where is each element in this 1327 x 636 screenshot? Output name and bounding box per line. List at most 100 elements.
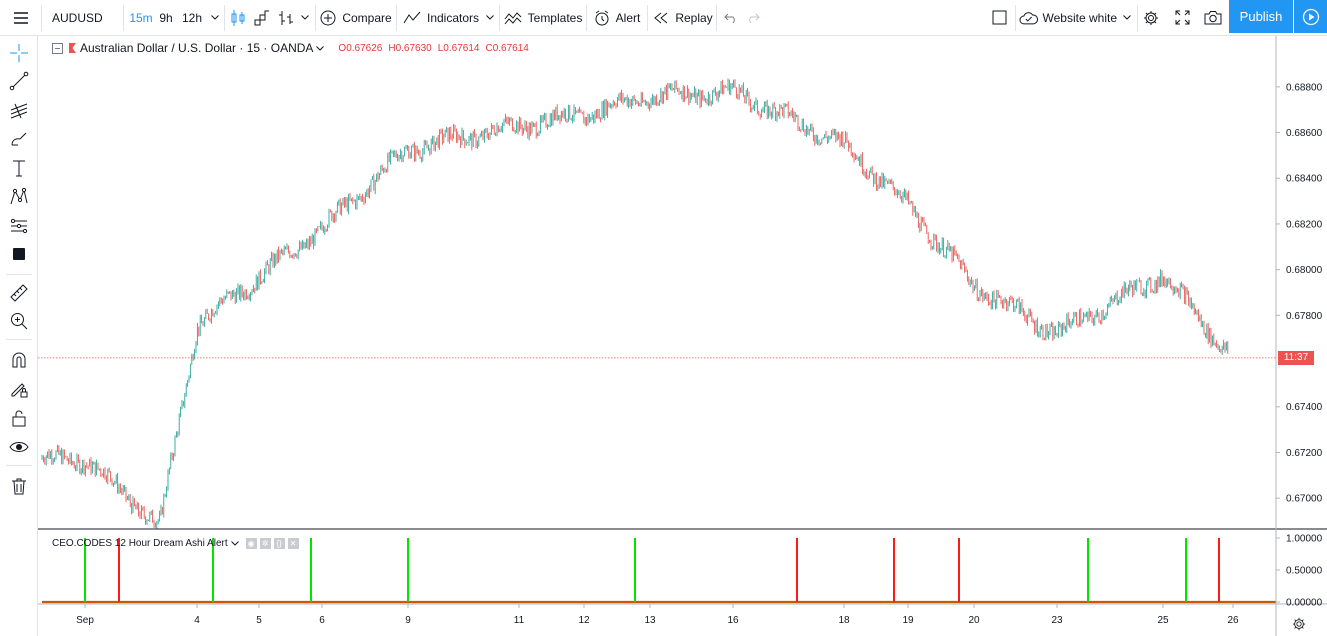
steps-icon <box>254 10 269 25</box>
collapse-icon[interactable] <box>52 42 63 54</box>
divider <box>6 465 32 466</box>
zoom-tool[interactable] <box>4 308 34 334</box>
text-icon <box>13 160 25 177</box>
gear-icon <box>1144 10 1158 25</box>
gear-icon <box>1292 617 1306 631</box>
candles-style-button[interactable] <box>227 0 249 35</box>
time-tick-label: 20 <box>968 615 980 626</box>
price-tick-label: 0.67200 <box>1286 448 1323 459</box>
indicators-button[interactable]: Indicators <box>400 0 482 35</box>
chevron-down-icon <box>211 15 219 20</box>
play-button[interactable] <box>1294 0 1327 33</box>
indicator-settings-gear-icon[interactable]: ✲ <box>259 538 271 549</box>
fullscreen-button[interactable] <box>1171 0 1193 35</box>
trend-line-tool[interactable] <box>4 68 34 94</box>
divider <box>6 339 32 340</box>
source-code-icon[interactable]: {} <box>273 538 285 549</box>
time-tick-label: 19 <box>902 615 914 626</box>
brush-tool[interactable] <box>4 126 34 152</box>
snapshot-button[interactable] <box>1201 0 1225 35</box>
remove-indicator-close-icon[interactable]: ✕ <box>287 538 299 549</box>
crosshair-icon <box>10 44 28 62</box>
bars-icon <box>279 10 293 25</box>
time-tick-label: 13 <box>644 615 656 626</box>
flag-icon <box>69 43 76 53</box>
chart-canvas[interactable]: 0.68800 0.68600 0.68400 0.68200 0.68000 0.678… <box>38 36 1327 636</box>
scale-settings-button[interactable] <box>1288 614 1310 634</box>
undo-button[interactable] <box>720 0 742 35</box>
divider <box>41 5 42 31</box>
divider <box>315 5 316 31</box>
magnet-tool[interactable] <box>4 347 34 373</box>
undo-icon <box>724 13 735 23</box>
menu-button[interactable] <box>6 0 36 35</box>
time-tick-label: 5 <box>256 615 262 626</box>
divider <box>499 5 500 31</box>
time-tick-label: 12 <box>578 615 590 626</box>
crosshair-tool[interactable] <box>4 40 34 66</box>
indicator-tick-label: 1.00000 <box>1286 534 1323 545</box>
alert-button[interactable]: Alert <box>590 0 644 35</box>
visibility-eye-icon[interactable]: ◉ <box>245 538 257 549</box>
interval-9h[interactable]: 9h <box>159 10 173 25</box>
time-tick-label: 9 <box>405 615 411 626</box>
interval-15m[interactable]: 15m <box>129 10 153 25</box>
open-label: O <box>338 42 347 54</box>
redo-button[interactable] <box>742 0 764 35</box>
open-value: 0.67626 <box>346 42 383 54</box>
compare-button[interactable]: Compare <box>320 0 392 35</box>
bar-style-button[interactable] <box>275 0 297 35</box>
indicator-title[interactable]: CEO.CODES 12 Hour Dream Ashi Alert <box>52 538 228 549</box>
time-tick-label: Sep <box>76 615 94 626</box>
hide-drawings-tool[interactable] <box>4 434 34 460</box>
pitchfork-tool[interactable] <box>4 97 34 123</box>
patterns-tool[interactable] <box>4 184 34 210</box>
time-tick-label: 6 <box>319 615 325 626</box>
play-circle-icon <box>1302 8 1319 25</box>
chart-legend: Australian Dollar / U.S. Dollar · 15 · O… <box>52 41 529 55</box>
prediction-tool[interactable] <box>4 213 34 239</box>
chevron-down-icon[interactable] <box>316 45 325 51</box>
chart-area[interactable]: 0.68800 0.68600 0.68400 0.68200 0.68000 0.678… <box>38 36 1327 636</box>
rewind-icon <box>654 12 668 23</box>
drawing-toolbar <box>0 36 38 636</box>
high-label: H <box>388 42 396 54</box>
remove-drawings-tool[interactable] <box>4 473 34 499</box>
ruler-icon <box>10 284 28 302</box>
square-icon <box>992 10 1006 25</box>
indicators-dropdown[interactable] <box>482 0 498 35</box>
fullscreen-layout-button[interactable] <box>986 0 1012 35</box>
divider <box>1015 5 1016 31</box>
hamburger-icon <box>14 11 28 24</box>
publish-button[interactable]: Publish <box>1229 0 1293 33</box>
chart-style-dropdown[interactable] <box>297 0 313 35</box>
high-value: 0.67630 <box>395 42 432 54</box>
interval-dropdown[interactable] <box>206 0 224 35</box>
time-tick-label: 18 <box>838 615 850 626</box>
templates-button[interactable]: Templates <box>503 0 583 35</box>
layout-dropdown[interactable] <box>1119 0 1135 35</box>
symbol-search-button[interactable]: AUDUSD <box>46 0 120 35</box>
price-tick-label: 0.67400 <box>1286 402 1323 413</box>
chevron-down-icon[interactable] <box>230 541 239 546</box>
redo-icon <box>749 13 760 23</box>
interval-12h[interactable]: 12h <box>181 10 203 25</box>
price-tick-label: 0.68000 <box>1286 265 1323 276</box>
replay-button[interactable]: Replay <box>652 0 714 35</box>
chevron-down-icon <box>486 15 494 20</box>
time-tick-label: 4 <box>194 615 200 626</box>
stay-in-drawing-mode-tool[interactable] <box>4 376 34 402</box>
layout-button[interactable]: Website white <box>1019 0 1117 35</box>
icon-shape-tool[interactable] <box>4 241 34 267</box>
measure-lines-icon <box>10 218 28 234</box>
text-tool[interactable] <box>4 155 34 181</box>
price-tick-label: 0.68200 <box>1286 219 1323 230</box>
ruler-tool[interactable] <box>4 280 34 306</box>
divider <box>1137 5 1138 31</box>
line-style-button[interactable] <box>250 0 274 35</box>
low-value: 0.67614 <box>443 42 480 54</box>
divider <box>716 5 717 31</box>
symbol-description[interactable]: Australian Dollar / U.S. Dollar · 15 · O… <box>80 41 314 55</box>
settings-button[interactable] <box>1140 0 1162 35</box>
lock-drawings-tool[interactable] <box>4 405 34 431</box>
